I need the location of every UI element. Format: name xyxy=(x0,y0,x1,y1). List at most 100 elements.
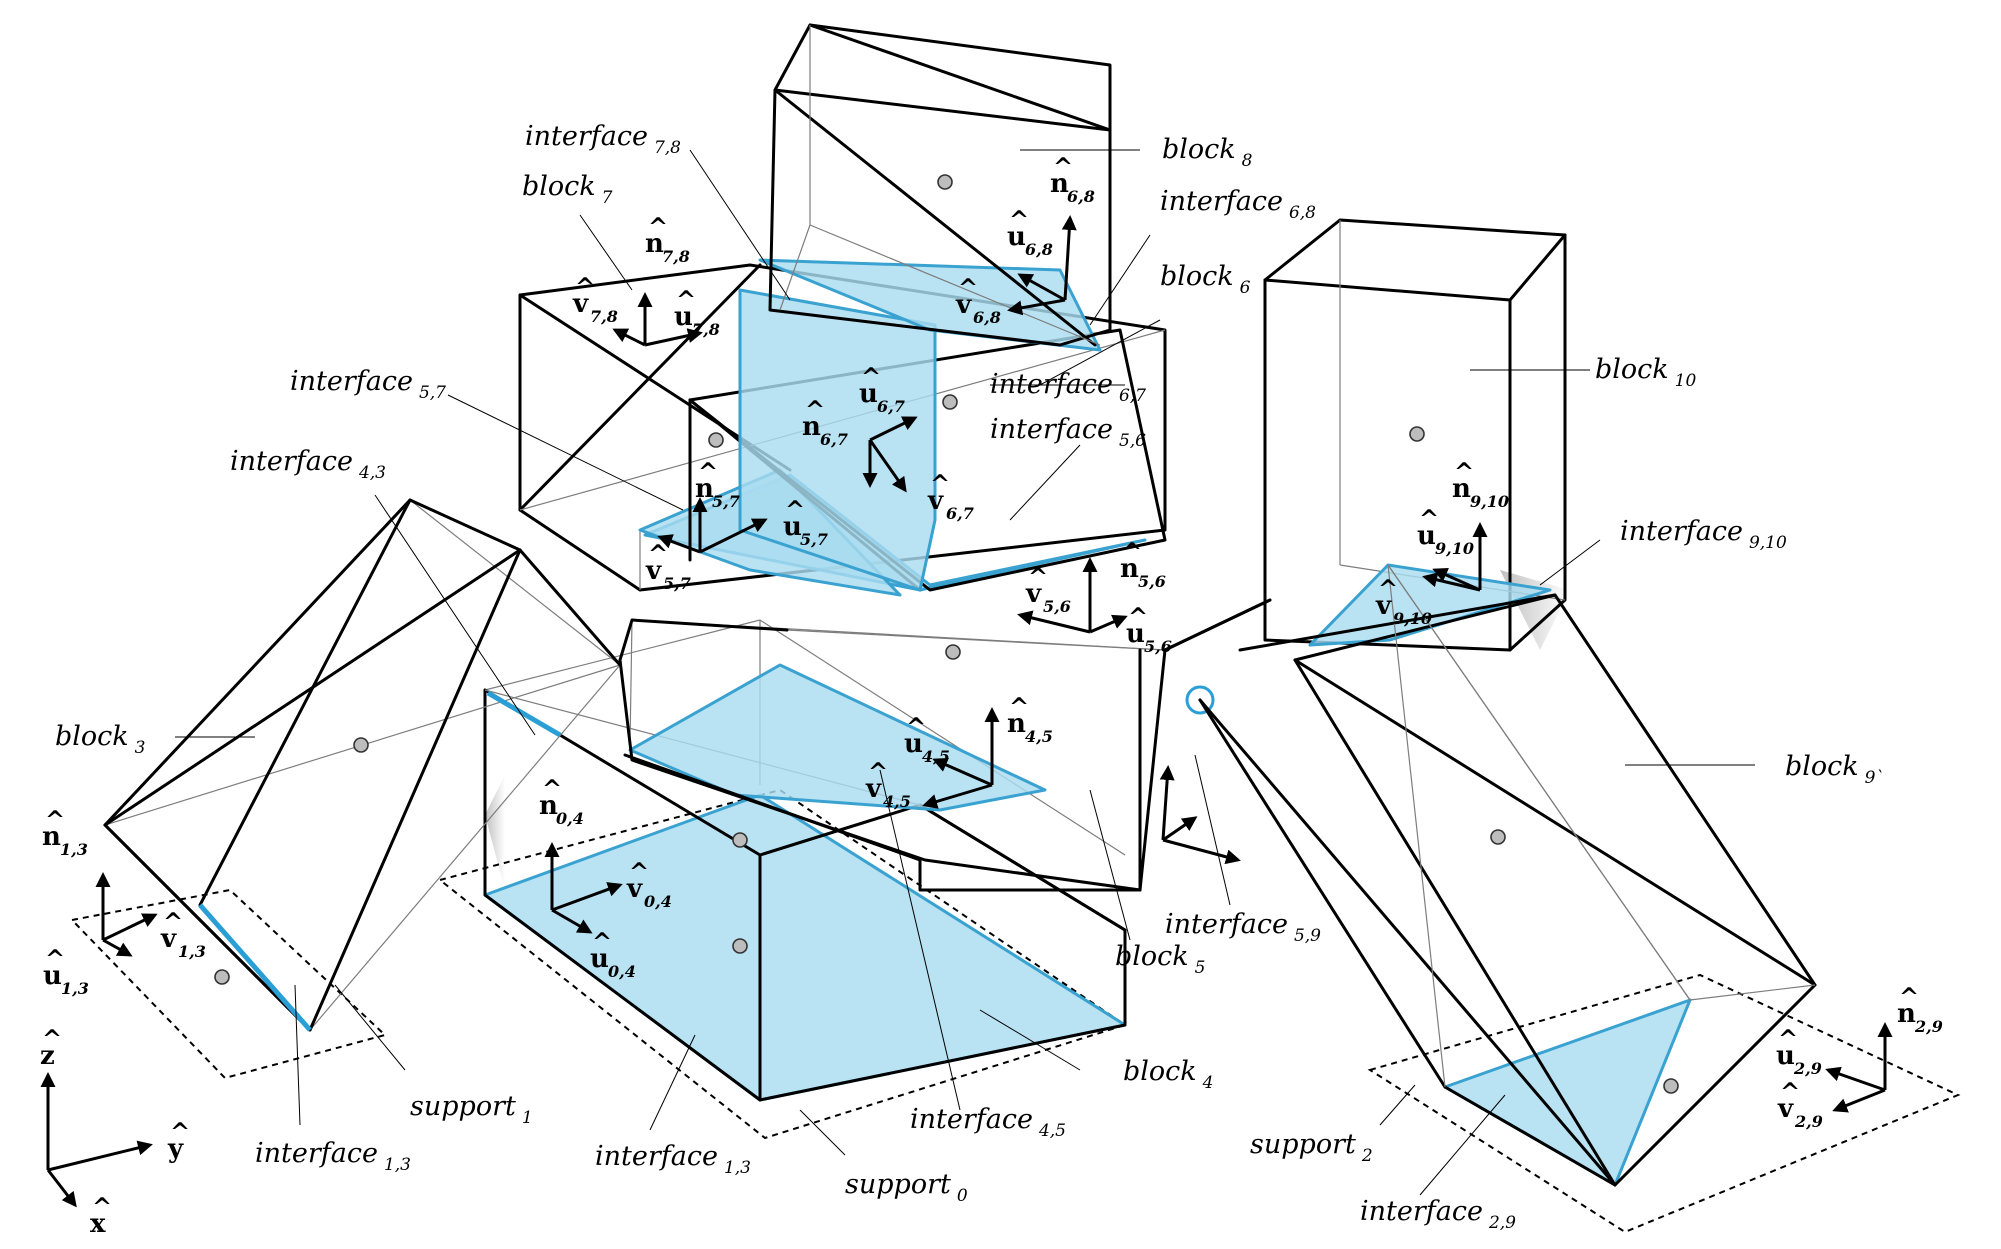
svg-text:^: ^ xyxy=(45,944,65,973)
svg-text:^: ^ xyxy=(868,757,888,786)
frame-6-8-arrows xyxy=(1007,215,1077,316)
svg-text:^: ^ xyxy=(629,857,649,886)
label-block-9: block 9` xyxy=(1785,751,1884,788)
svg-text:^: ^ xyxy=(592,927,612,956)
svg-text:^: ^ xyxy=(906,712,926,741)
svg-text:^: ^ xyxy=(676,285,696,314)
label-interface-4-3: interface 4,3 xyxy=(230,446,386,483)
svg-text:^: ^ xyxy=(1454,457,1474,486)
label-frame-9-10: ^ n 9,10 ^ u 9,10 ^ v 9,10 xyxy=(1375,457,1509,628)
block-8-shape xyxy=(738,23,1112,592)
label-block-8: block 8 xyxy=(1162,134,1253,171)
label-interface-5-7: interface 5,7 xyxy=(290,366,446,403)
svg-text:7,8: 7,8 xyxy=(692,320,720,339)
svg-text:9,10: 9,10 xyxy=(1393,609,1432,628)
svg-text:n: n xyxy=(695,474,714,504)
svg-text:^: ^ xyxy=(542,774,562,803)
svg-text:^: ^ xyxy=(163,907,183,936)
svg-text:^: ^ xyxy=(45,805,65,834)
svg-text:n: n xyxy=(802,412,821,442)
label-interface-6-8: interface 6,8 xyxy=(1160,186,1316,223)
support-2-outline xyxy=(1367,973,1961,1234)
svg-text:u: u xyxy=(1417,521,1436,551)
label-frame-5-6: ^ n 5,6 ^ v 5,6 ^ u 5,6 xyxy=(1025,537,1172,656)
svg-text:2,9: 2,9 xyxy=(1794,1112,1823,1131)
svg-text:1,3: 1,3 xyxy=(60,840,88,859)
svg-text:^: ^ xyxy=(785,495,805,524)
svg-text:n: n xyxy=(42,822,61,852)
svg-text:^: ^ xyxy=(92,1192,112,1221)
frame-9-10-arrows xyxy=(1422,522,1488,592)
svg-text:^: ^ xyxy=(42,1024,62,1053)
svg-text:^: ^ xyxy=(861,362,881,391)
svg-text:v: v xyxy=(1375,591,1392,621)
svg-text:5,6: 5,6 xyxy=(1144,637,1172,656)
label-frame-0-4: ^ n0,4 ^ v 0,4 ^ u 0,4 xyxy=(539,774,672,981)
svg-text:^: ^ xyxy=(170,1117,190,1146)
svg-text:u: u xyxy=(859,379,878,409)
svg-text:v: v xyxy=(572,289,589,319)
svg-text:^: ^ xyxy=(1009,692,1029,721)
svg-text:4,5: 4,5 xyxy=(883,792,911,811)
label-interface-2-9: interface 2,9 xyxy=(1360,1196,1516,1233)
block-7-shape xyxy=(518,263,1167,592)
svg-text:^: ^ xyxy=(1778,1024,1798,1053)
svg-text:^: ^ xyxy=(958,273,978,302)
svg-text:9,10: 9,10 xyxy=(1470,492,1509,511)
svg-text:z: z xyxy=(40,1041,55,1071)
frame-5-7-arrows xyxy=(657,497,768,554)
interface-1-3-edge xyxy=(198,903,312,1032)
svg-text:v: v xyxy=(865,774,882,804)
svg-text:^: ^ xyxy=(1128,602,1148,631)
frame-5-9-arrows xyxy=(1159,765,1241,865)
label-interface-1-3-left: interface 1,3 xyxy=(255,1138,411,1175)
svg-text:^: ^ xyxy=(805,395,825,424)
svg-text:v: v xyxy=(626,874,643,904)
label-block-10: block 10 xyxy=(1595,354,1696,391)
label-interface-9-10: interface 9,10 xyxy=(1620,516,1787,553)
label-interface-5-9: interface 5,9 xyxy=(1165,909,1321,946)
frame-6-7-arrows xyxy=(862,416,918,493)
label-support-2: support 2 xyxy=(1250,1129,1373,1166)
svg-text:6,7: 6,7 xyxy=(820,430,848,449)
interface-4-3-edge xyxy=(486,690,562,738)
svg-text:6,7: 6,7 xyxy=(877,397,905,416)
svg-text:v: v xyxy=(1025,579,1042,609)
frame-4-5-arrows xyxy=(922,707,1000,809)
svg-text:^: ^ xyxy=(1053,152,1073,181)
svg-text:^: ^ xyxy=(1419,504,1439,533)
label-support-1: support 1 xyxy=(410,1091,533,1128)
svg-text:v: v xyxy=(645,556,662,586)
svg-text:4,5: 4,5 xyxy=(1025,727,1053,746)
svg-text:u: u xyxy=(43,961,62,991)
label-frame-6-7: ^ u 6,7 ^ n 6,7 ^ v 6,7 xyxy=(802,362,974,523)
svg-text:^: ^ xyxy=(1780,1077,1800,1106)
svg-text:u: u xyxy=(783,512,802,542)
frame-7-8-arrows xyxy=(612,292,703,347)
svg-text:n: n xyxy=(1897,999,1916,1029)
svg-text:n: n xyxy=(1007,709,1026,739)
svg-text:5,7: 5,7 xyxy=(712,492,740,511)
svg-text:5,6: 5,6 xyxy=(1043,597,1071,616)
support-0-outline xyxy=(437,788,1128,1140)
label-frame-4-5: ^ n 4,5 ^ u 4,5 ^ v 4,5 xyxy=(865,692,1053,811)
svg-text:v: v xyxy=(160,924,177,954)
support-1-outline xyxy=(69,888,387,1080)
label-frame-5-7: ^ n5,7 ^ u5,7 ^ v 5,7 xyxy=(645,457,828,593)
frame-0-4-arrows xyxy=(544,842,623,934)
svg-text:^: ^ xyxy=(1009,205,1029,234)
svg-text:1,3: 1,3 xyxy=(178,942,206,961)
svg-text:5,7: 5,7 xyxy=(663,574,691,593)
svg-text:u: u xyxy=(590,944,609,974)
label-block-6: block 6 xyxy=(1160,261,1251,298)
block-3-shape xyxy=(103,498,622,1032)
label-interface-4-5: interface 4,5 xyxy=(910,1104,1066,1141)
svg-text:n: n xyxy=(1050,169,1069,199)
svg-text:7,8: 7,8 xyxy=(590,307,618,326)
leader-lines xyxy=(175,149,1755,1196)
svg-text:7,8: 7,8 xyxy=(662,247,690,266)
label-block-5: block 5 xyxy=(1115,941,1206,978)
svg-text:^: ^ xyxy=(648,539,668,568)
